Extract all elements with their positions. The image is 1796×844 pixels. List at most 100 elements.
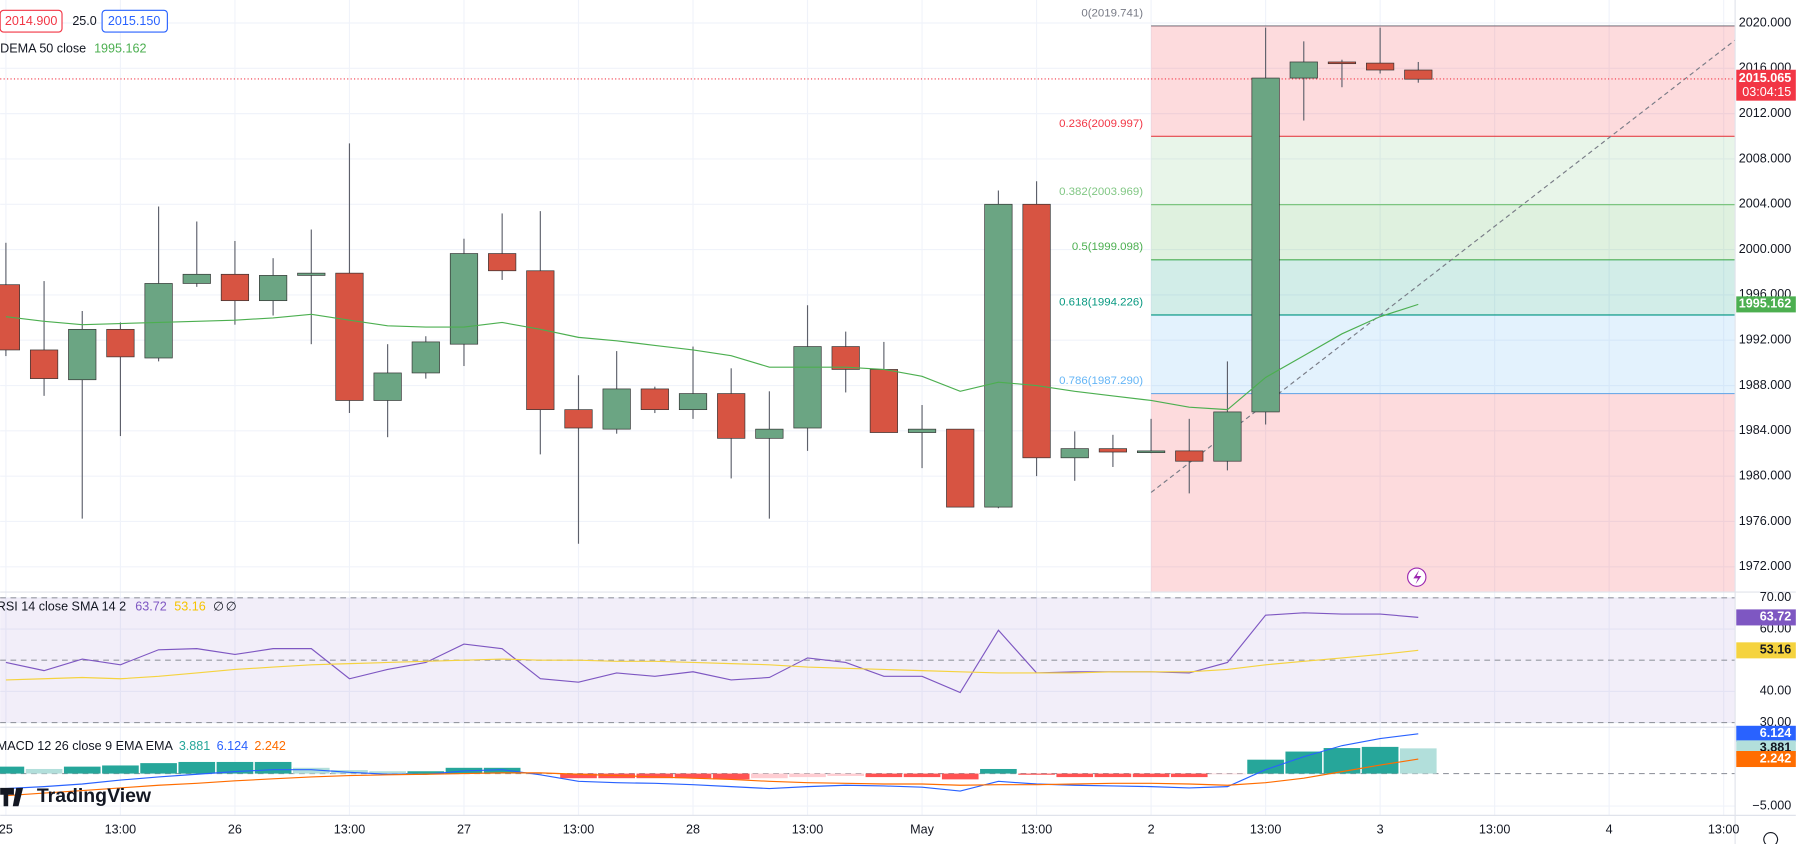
legend-name: RSI 14 close SMA 14 2 [0,599,126,613]
ask-box [101,9,168,33]
histogram-bar [1209,773,1246,775]
y-tick-label: 1972.000 [1739,559,1791,573]
histogram-bar [1285,751,1323,774]
countdown: 03:04:15 [1742,85,1791,99]
y-tick-label: 40.00 [1760,684,1791,698]
rsi-sma-value: 53.16 [1760,643,1791,657]
fib-label: 0.618(1994.226) [1059,296,1143,308]
histogram-bar [636,773,674,779]
histogram-bar [560,773,597,779]
histogram-bar [1094,773,1132,778]
candle-body [640,388,669,411]
histogram-bar [25,768,63,774]
histogram-bar [1132,773,1170,778]
rsi-sma-value-box [1736,642,1796,659]
x-tick-label: 13:00 [563,823,594,837]
fib-label: 0.5(1999.098) [1072,241,1143,253]
dema-price: 1995.162 [1739,297,1791,311]
histogram-bar [407,771,445,774]
candle-body [602,388,631,430]
fib-zone [1151,259,1736,315]
macd-value: 6.124 [1760,726,1791,740]
logo [0,787,24,807]
rsi-line [5,649,1419,681]
candle-body [182,273,211,284]
x-tick-label: 2 [1148,823,1155,837]
fib-label: 0.236(2009.997) [1059,118,1143,130]
bid-box [0,9,63,33]
histogram-bar [674,773,712,779]
candle-body [946,428,975,508]
histogram-bar [216,761,254,774]
fib-zone [1151,25,1736,137]
candle-body [717,393,746,439]
y-tick-label: 1976.000 [1739,514,1791,528]
fib-trend-line [1150,39,1736,493]
x-tick-label: 13:00 [1479,823,1510,837]
signal-value: 2.242 [1760,751,1791,765]
candle-body [449,253,479,345]
histogram-bar [140,763,177,774]
bid: 2014.900 [5,14,57,28]
fib-zone [1151,204,1736,260]
histogram-bar [0,766,25,774]
settings-icon[interactable] [1763,831,1779,844]
histogram-bar [1170,773,1208,778]
y-tick-label: 70.00 [1760,590,1791,604]
branding: TradingView [37,785,152,807]
plot: 0(2019.741) 0.236(2009.997) 0.382(2003.969… [0,7,1736,797]
histogram-bar [292,767,330,774]
candle-body [564,409,593,429]
candle-body [335,272,364,401]
fib-zone [1151,136,1736,205]
macd-value-box [1736,725,1796,742]
spread: 25.0 [72,14,96,28]
fib-label: 0(2019.741) [1081,7,1143,19]
candle-body [68,328,97,381]
legend-value: 1995.162 [94,42,146,56]
x-tick-label: 28 [686,823,700,837]
x-tick-label: 26 [228,823,242,837]
fib-zone [1151,393,1736,593]
legend-value: ∅ [213,599,224,613]
x-tick-label: 13:00 [1708,823,1739,837]
candle-body [755,428,784,439]
legend-value: 2.242 [254,739,285,753]
candle-body [1366,62,1395,71]
candle-body [1175,450,1204,462]
x-tick-label: 27 [457,823,471,837]
legend-value: 6.124 [217,739,248,753]
x-tick-label: 4 [1606,823,1613,837]
x-tick-label: 3 [1377,823,1384,837]
candle-body [106,328,135,358]
rsi-line [5,612,1419,694]
rsi-value-box [1736,609,1796,626]
candle-body [220,273,250,302]
histogram-bar [789,773,826,778]
legend-name: DEMA 50 close [0,42,86,56]
x-tick-label: May [910,823,934,837]
histogram-bar [102,765,139,774]
y-tick-label: 2004.000 [1739,197,1791,211]
candle-body [1289,61,1318,79]
candle-body [29,349,59,379]
candle-body [373,372,402,401]
candle-body [1136,450,1166,453]
candle-body [907,428,937,433]
x-tick-label: 13:00 [334,823,365,837]
y-tick-label: 2020.000 [1739,15,1791,29]
histogram-bar [1247,759,1284,774]
fib-zone [1151,314,1736,394]
candle-body [984,203,1013,508]
candle-body [488,253,517,272]
candle-body [869,369,898,433]
signal-value-box [1736,751,1796,768]
histogram-bar [63,766,101,774]
candle-body [1251,77,1280,413]
x-tick-label: 13:00 [1250,823,1281,837]
candle-body [1060,448,1089,459]
histogram-bar [1361,746,1399,774]
candle-body [831,346,860,370]
